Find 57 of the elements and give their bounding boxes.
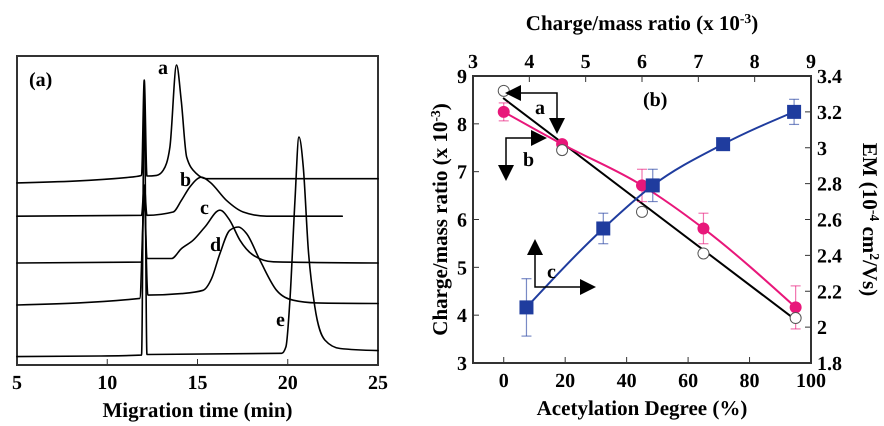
annotation: a: [158, 57, 168, 79]
x-axis-title: Migration time (min): [102, 398, 293, 422]
y2-tick-label: 2: [817, 317, 827, 340]
y2-tick-label: 3.4: [817, 66, 842, 88]
point: [556, 144, 568, 156]
y-tick-label: 7: [457, 162, 467, 184]
annotation: e: [276, 309, 285, 331]
x-tick-label: 0: [498, 370, 509, 392]
point: [790, 312, 802, 324]
y2-tick-label: 2.6: [817, 210, 842, 232]
y-tick-label: 6: [457, 210, 467, 232]
x2-tick-label: 9: [806, 51, 816, 73]
x2-axis-title: Charge/mass ratio (x 10$^{-3}$): [526, 10, 758, 35]
point: [596, 221, 610, 236]
y-tick-label: 3: [457, 353, 467, 375]
point: [787, 104, 802, 119]
annotation: a: [535, 97, 545, 119]
annotation: c: [200, 197, 209, 219]
x2-tick-label: 5: [580, 51, 591, 73]
x-tick-label: 60: [678, 370, 698, 392]
x2-tick-label: 8: [750, 51, 760, 73]
y2-tick-label: 2.4: [817, 245, 842, 268]
annotation: c: [547, 261, 556, 283]
point: [697, 222, 710, 234]
annotation: b: [523, 149, 534, 171]
x-tick-label: 15: [188, 372, 208, 394]
annotation: (a): [29, 69, 52, 91]
y-tick-label: 4: [457, 305, 467, 328]
y2-tick-label: 2.8: [817, 174, 842, 196]
x-tick-label: 20: [278, 372, 298, 394]
y-tick-label: 5: [457, 257, 467, 280]
x-tick-label: 20: [555, 370, 576, 392]
x-tick-label: 10: [97, 372, 118, 394]
y2-tick-label: 3.2: [817, 102, 842, 124]
point: [790, 301, 802, 314]
annotation: b: [180, 169, 192, 191]
point: [716, 137, 730, 152]
x-axis-title: Acetylation Degree (%): [536, 396, 748, 420]
y-tick-label: 8: [457, 114, 467, 136]
point: [519, 300, 534, 314]
y2-tick-label: 3: [817, 138, 827, 160]
x2-tick-label: 6: [637, 51, 647, 73]
x2-tick-label: 4: [524, 51, 534, 73]
y2-tick-label: 2.2: [817, 281, 842, 304]
annotation: (b): [643, 89, 668, 111]
x-tick-label: 25: [368, 372, 388, 394]
y-tick-label: 9: [457, 66, 467, 88]
point: [697, 247, 710, 260]
x-tick-label: 80: [740, 370, 760, 392]
point: [498, 106, 510, 118]
point: [498, 84, 510, 97]
x2-tick-label: 7: [693, 51, 704, 73]
point: [646, 178, 660, 192]
point: [636, 206, 648, 218]
x-tick-label: 5: [12, 372, 22, 394]
annotation: d: [210, 234, 222, 256]
x-tick-label: 40: [616, 370, 637, 392]
